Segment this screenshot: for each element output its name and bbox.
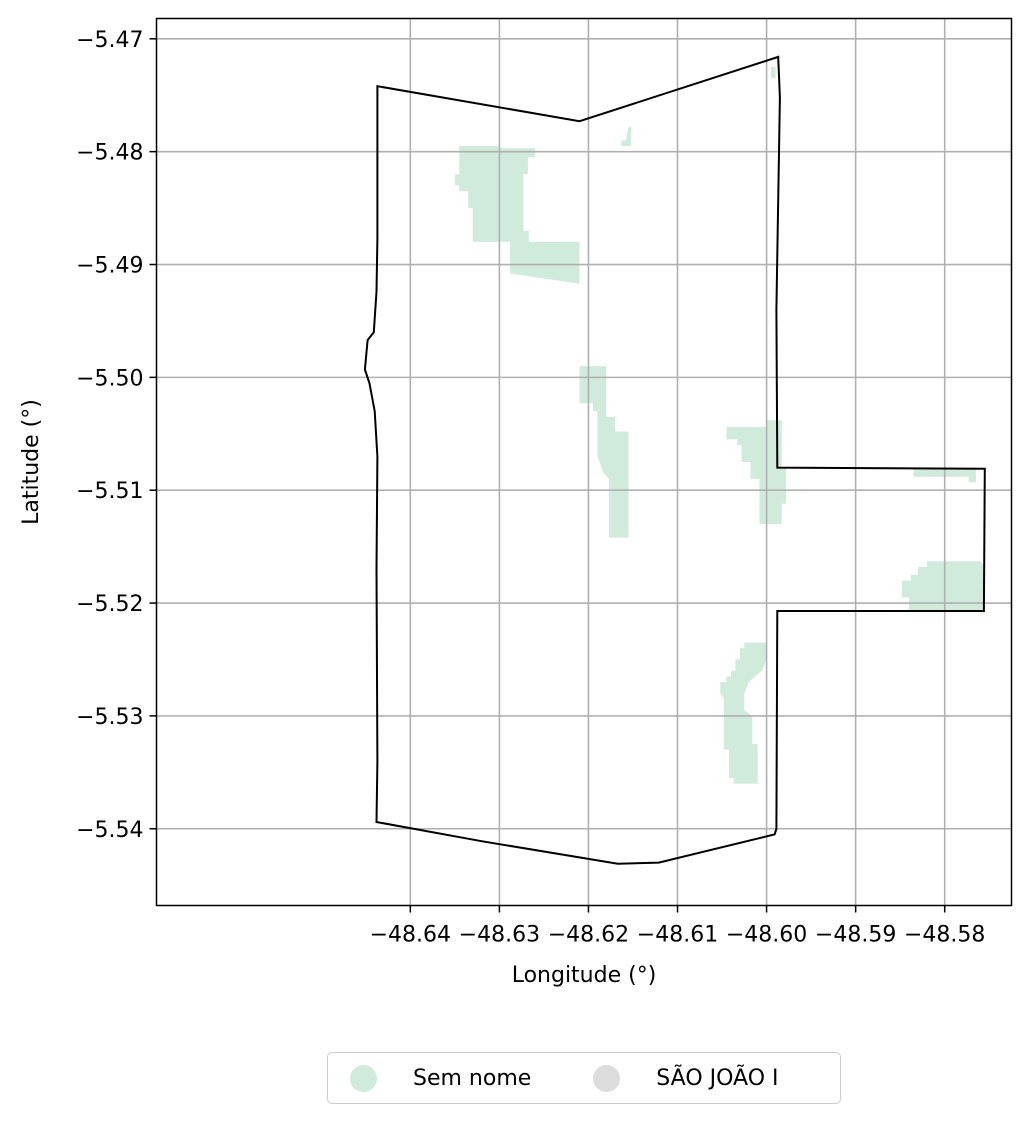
legend-item-sem-nome: Sem nome <box>350 1064 532 1092</box>
x-tick-label: −48.62 <box>548 923 629 948</box>
regions-layer <box>454 67 985 784</box>
y-axis-label: Latitude (°) <box>19 399 44 525</box>
region-polygon-8 <box>771 67 776 79</box>
y-tick-label: −5.52 <box>76 592 143 617</box>
plot-frame <box>155 17 1013 907</box>
x-tick-label: −48.58 <box>904 923 985 948</box>
legend-label-sem-nome: Sem nome <box>413 1065 532 1091</box>
boundary-layer <box>363 55 986 865</box>
x-tick-label: −48.64 <box>370 923 451 948</box>
legend-marker-sem-nome <box>350 1064 377 1092</box>
legend: Sem nome SÃO JOÃO I <box>327 1052 841 1104</box>
y-tick-label: −5.54 <box>76 818 143 843</box>
x-tick-label: −48.60 <box>726 923 807 948</box>
x-axis-label: Longitude (°) <box>512 963 657 988</box>
area-boundary <box>363 55 986 865</box>
y-tick-label: −5.53 <box>76 705 143 730</box>
y-tick-label: −5.51 <box>76 479 143 504</box>
x-tick-label: −48.59 <box>815 923 896 948</box>
region-polygon-6 <box>902 561 985 611</box>
legend-marker-sao-joao-i <box>593 1064 621 1092</box>
y-tick-label: −5.48 <box>76 141 143 166</box>
y-tick-label: −5.47 <box>76 28 143 53</box>
x-tick-label: −48.61 <box>637 923 718 948</box>
y-tick-label: −5.49 <box>76 254 143 279</box>
region-polygon-3 <box>579 366 629 538</box>
region-polygon-7 <box>720 642 767 784</box>
region-polygon-4 <box>726 420 787 525</box>
grid-layer <box>156 18 1012 906</box>
legend-label-sao-joao-i: SÃO JOÃO I <box>656 1065 779 1091</box>
region-polygon-2 <box>621 126 632 146</box>
region-polygon-1 <box>454 146 580 284</box>
x-tick-label: −48.63 <box>459 923 540 948</box>
y-tick-label: −5.50 <box>76 366 143 391</box>
legend-item-sao-joao-i: SÃO JOÃO I <box>593 1064 779 1092</box>
ticks-layer: −48.64 −48.63 −48.62 −48.61 −48.60 −48.59 −48.… <box>76 28 985 948</box>
